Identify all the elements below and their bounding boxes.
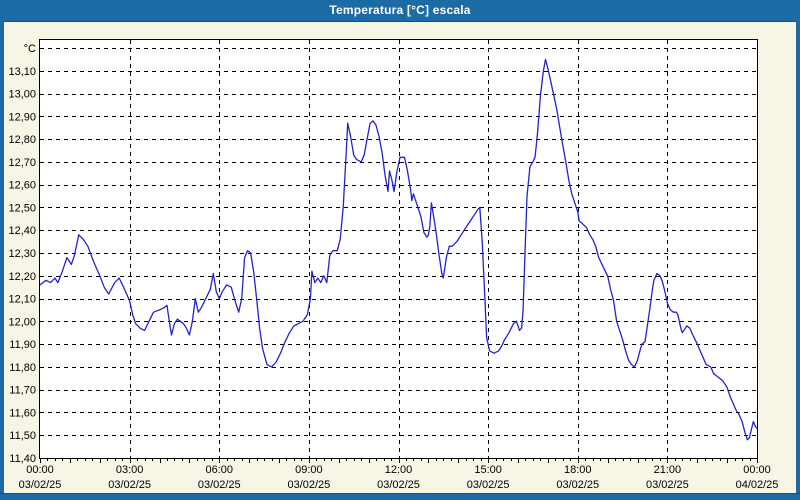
plot-frame [39,39,758,459]
x-tick-time-label: 00:00 [743,464,771,476]
y-tick-label: 11,70 [9,385,36,397]
x-tick-date-label: 04/02/25 [736,479,779,491]
y-tick-label: 11,80 [9,362,36,374]
x-axis-labels: 00:00 03/02/25 03:00 03/02/25 06:00 03/02/25 0… [19,464,779,491]
x-axis-ticks [40,458,758,463]
y-tick-label: 11,40 [9,453,36,465]
plot-background [40,40,757,458]
x-tick-date-label: 03/02/25 [287,479,330,491]
x-tick-date-label: 03/02/25 [467,479,510,491]
y-axis-labels: 11,40 11,50 11,60 11,70 11,80 11,90 12,00 12,10… [8,43,36,465]
x-tick-date-label: 03/02/25 [19,479,62,491]
x-tick-date-label: 03/02/25 [646,479,689,491]
title-bar: Temperatura [°C] escala [0,0,800,22]
y-axis-unit-label: °C [24,43,36,55]
gridlines [40,40,757,458]
x-tick-time-label: 00:00 [26,464,54,476]
x-tick-time-label: 06:00 [205,464,233,476]
y-tick-label: 12,60 [8,180,36,192]
y-tick-label: 12,70 [8,157,36,169]
y-tick-label: 12,30 [8,248,36,260]
y-tick-label: 12,40 [8,225,36,237]
x-tick-time-label: 09:00 [295,464,323,476]
x-tick-date-label: 03/02/25 [556,479,599,491]
y-tick-label: 13,00 [8,89,36,101]
x-tick-time-label: 15:00 [474,464,502,476]
x-tick-time-label: 12:00 [385,464,413,476]
temperature-line [39,58,758,441]
y-tick-label: 12,20 [8,271,36,283]
window-right-border [796,21,800,493]
chart-title: Temperatura [°C] escala [329,3,471,17]
y-tick-label: 12,90 [8,111,36,123]
y-tick-label: 12,00 [8,316,36,328]
x-tick-time-label: 18:00 [564,464,592,476]
y-tick-label: 12,10 [8,294,36,306]
x-tick-time-label: 03:00 [116,464,144,476]
y-tick-label: 12,50 [8,202,36,214]
window-left-border [0,21,4,493]
y-tick-label: 13,10 [8,66,36,78]
y-tick-label: 12,80 [8,134,36,146]
x-tick-date-label: 03/02/25 [377,479,420,491]
x-tick-date-label: 03/02/25 [198,479,241,491]
y-tick-label: 11,90 [9,339,36,351]
y-tick-label: 11,60 [9,407,36,419]
y-tick-label: 11,50 [9,430,36,442]
bottom-bar [0,493,800,500]
x-tick-time-label: 21:00 [654,464,682,476]
x-tick-date-label: 03/02/25 [108,479,151,491]
